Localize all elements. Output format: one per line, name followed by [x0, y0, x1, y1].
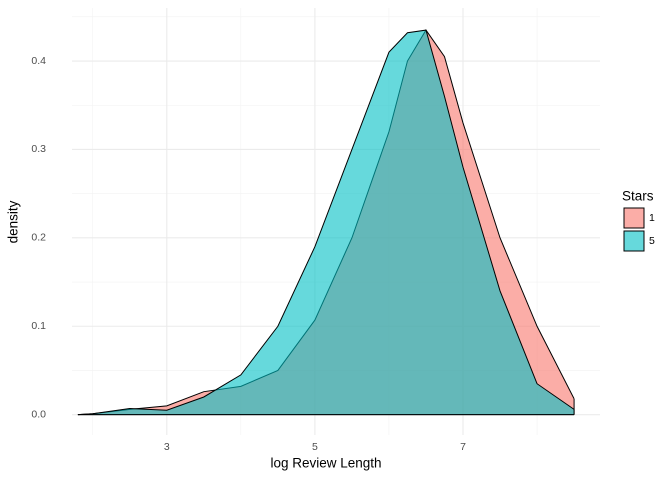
density-line [77, 29, 575, 416]
legend-key [623, 230, 645, 252]
area-fill [77, 30, 575, 415]
x-tick-label: 7 [460, 441, 466, 453]
x-axis-title: log Review Length [270, 456, 381, 471]
y-tick-label: 0.4 [31, 55, 46, 67]
x-tick-label: 5 [312, 441, 318, 453]
y-axis-title: density [6, 200, 21, 243]
y-tick-label: 0.1 [31, 320, 46, 332]
legend-label: 5 [649, 235, 655, 247]
y-tick-label: 0.2 [31, 232, 46, 244]
legend-key [623, 207, 645, 229]
legend-title: Stars [622, 189, 654, 204]
x-tick-label: 3 [164, 441, 170, 453]
y-tick-label: 0.0 [31, 408, 46, 420]
legend-label: 1 [649, 212, 655, 224]
y-tick-label: 0.3 [31, 143, 46, 155]
